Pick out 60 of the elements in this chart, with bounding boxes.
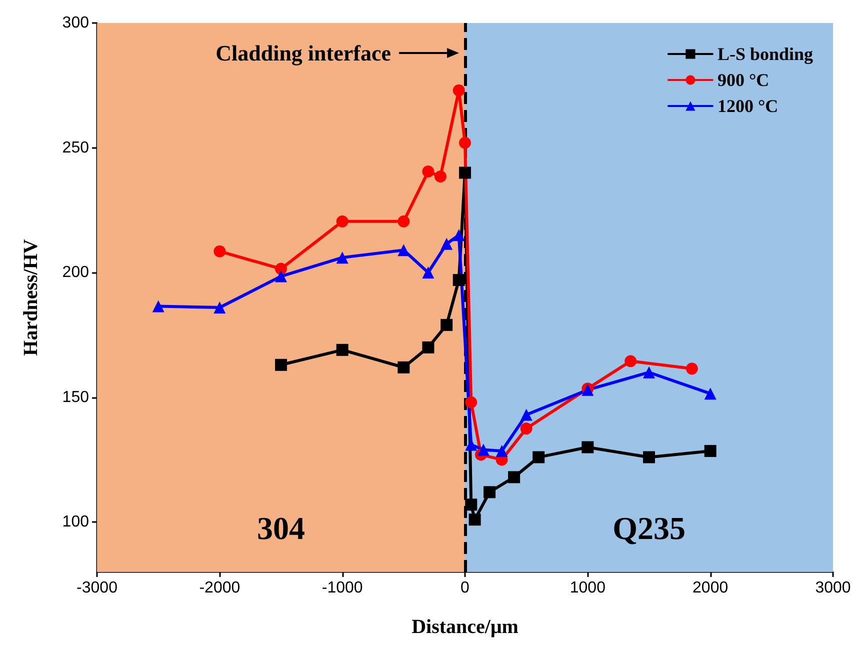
x-axis-title: Distance/μm: [412, 616, 519, 638]
point: [422, 266, 434, 279]
point: [477, 444, 490, 456]
point: [336, 344, 348, 356]
x-tick-label: -2000: [199, 580, 240, 596]
point: [582, 441, 594, 454]
band-label: 304: [257, 510, 305, 546]
point: [643, 451, 655, 464]
y-tick-label: 100: [62, 514, 90, 531]
point: [275, 270, 287, 282]
y-tick-label: 300: [62, 14, 90, 32]
point: [459, 136, 471, 149]
point: [452, 229, 465, 242]
point: [520, 422, 532, 435]
point: [398, 361, 410, 374]
point: [468, 514, 481, 526]
point: [440, 318, 453, 331]
point: [508, 471, 520, 484]
point: [643, 366, 655, 378]
point: [275, 358, 287, 371]
point: [704, 444, 716, 457]
x-tick-label: 2000: [692, 580, 728, 596]
point: [398, 215, 410, 228]
band-label: Q235: [612, 510, 686, 546]
annotation: Cladding interface: [216, 40, 392, 66]
point: [465, 498, 478, 511]
legend-label: 1200 °C: [717, 96, 778, 116]
point: [422, 165, 434, 178]
y-tick-label: 250: [62, 139, 90, 156]
x-tick-label: 0: [460, 580, 470, 596]
legend-label: 900 °C: [717, 70, 770, 90]
point: [520, 408, 532, 421]
point: [452, 84, 465, 96]
point: [465, 396, 478, 408]
point: [686, 362, 698, 375]
point: [624, 355, 637, 368]
x-tick-label: 3000: [815, 580, 851, 596]
x-tick-label: -3000: [76, 580, 118, 596]
x-tick-label: -1000: [322, 580, 363, 596]
y-axis-title: Hardness/HV: [20, 238, 42, 356]
point: [484, 486, 496, 498]
point: [336, 252, 348, 264]
point: [496, 444, 508, 457]
point: [422, 341, 434, 354]
legend-label: L-S bonding: [717, 44, 814, 64]
point: [336, 215, 348, 228]
y-tick-label: 200: [62, 264, 90, 282]
point: [704, 388, 716, 400]
y-tick-label: 150: [62, 388, 90, 406]
point: [275, 262, 287, 275]
point: [434, 170, 446, 182]
point: [214, 301, 226, 314]
point: [532, 451, 545, 464]
point: [214, 245, 226, 258]
point: [152, 300, 164, 312]
point: [452, 274, 465, 286]
point: [398, 244, 410, 256]
x-tick-label: 1000: [570, 580, 606, 596]
point: [440, 238, 453, 250]
point: [459, 166, 471, 179]
